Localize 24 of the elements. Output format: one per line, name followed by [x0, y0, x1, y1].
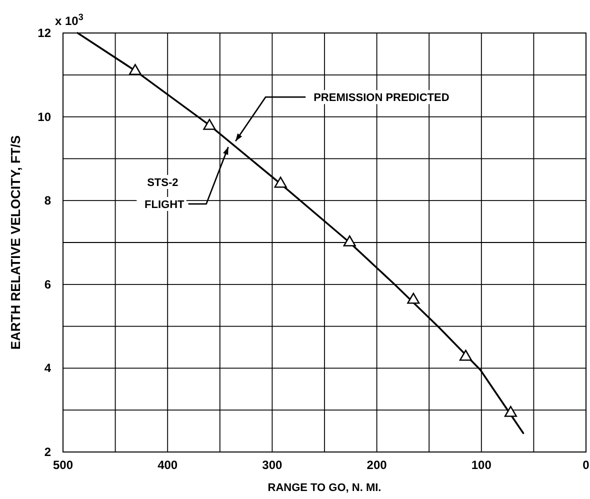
point [459, 350, 472, 361]
x-tick-label: 400 [158, 458, 178, 472]
y-tick-label: 10 [38, 110, 52, 124]
y-tick-label: 6 [44, 277, 52, 292]
text: x 10$^{3}$ [55, 12, 84, 28]
y-tick-label: 12 [38, 26, 52, 40]
point [407, 292, 420, 304]
y-tick-label: 4 [44, 361, 52, 376]
y-tick-label: 8 [44, 194, 52, 208]
x-axis-title: RANGE TO GO, N. MI. [268, 482, 382, 494]
x-tick-label: 300 [262, 458, 283, 472]
point [504, 406, 517, 417]
point [128, 64, 142, 76]
annotation: STS-2 FLIGHT [141, 176, 185, 211]
x-tick-label: 200 [366, 458, 388, 472]
point [343, 235, 356, 246]
y-tick-label: 2 [44, 445, 52, 459]
x-tick-label: 0 [582, 458, 590, 472]
annotation: PREMISSION PREDICTED [314, 92, 450, 104]
x-tick-label: 500 [52, 458, 74, 472]
x-tick-label: 100 [471, 458, 492, 472]
point [274, 176, 287, 188]
y-axis-title: EARTH RELATIVE VELOCITY, FT/S [8, 135, 23, 350]
point [203, 118, 216, 130]
